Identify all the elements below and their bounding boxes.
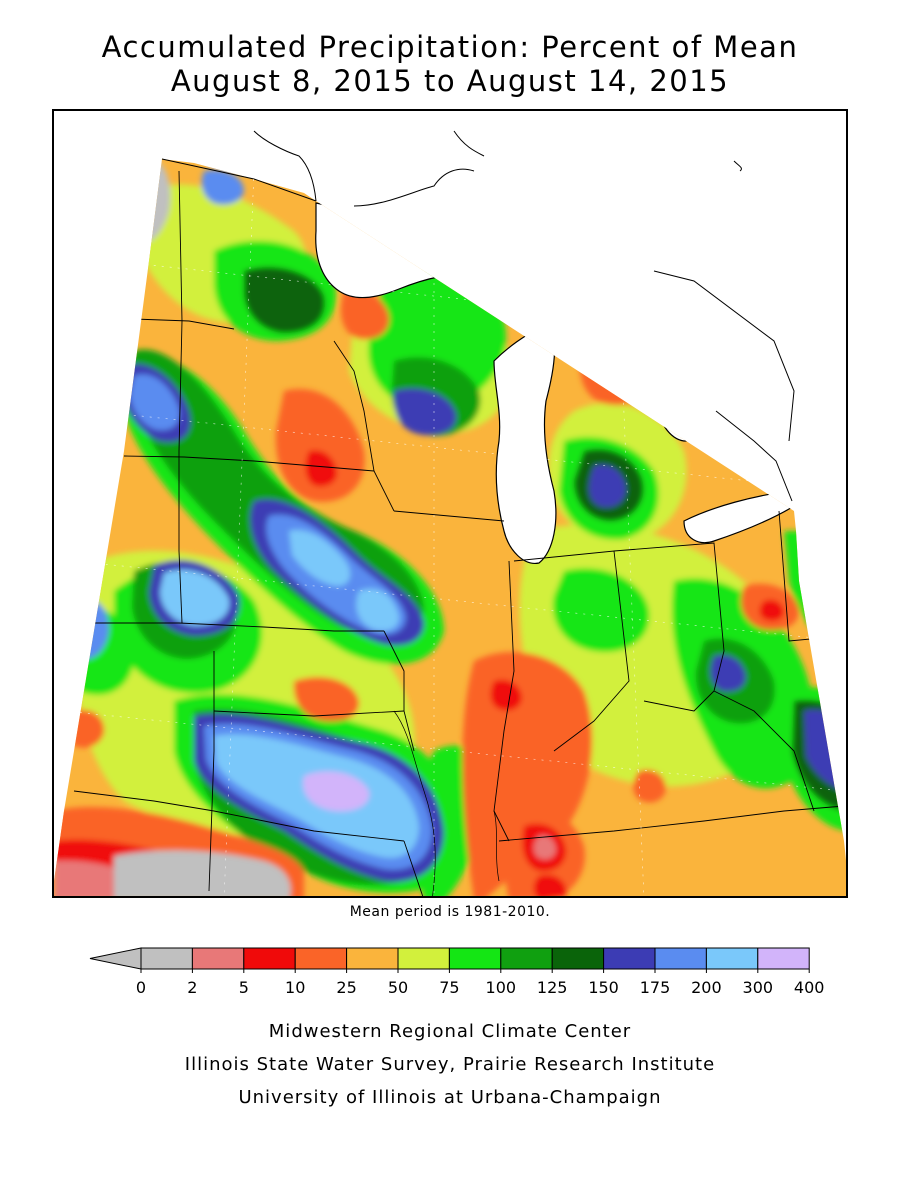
graticule-line	[63, 710, 845, 792]
boundary	[383, 630, 415, 752]
legend-tick-label: 5	[239, 978, 249, 997]
graticule-line	[73, 560, 845, 642]
boundary	[403, 840, 425, 896]
boundary	[333, 340, 395, 512]
legend-tick-label: 2	[187, 978, 197, 997]
lake-erie	[683, 490, 800, 544]
precip-zone	[72, 709, 105, 748]
precip-zone	[393, 388, 457, 436]
precip-zone	[244, 267, 325, 333]
legend-tick-label: 75	[439, 978, 459, 997]
coastline	[253, 130, 317, 202]
credit-uiuc: University of Illinois at Urbana-Champai…	[238, 1087, 662, 1108]
river	[493, 810, 500, 882]
coastline	[353, 168, 475, 207]
credit-mrcc: Midwestern Regional Climate Center	[268, 1021, 632, 1042]
legend-tick-label: 25	[336, 978, 356, 997]
precip-field	[54, 159, 846, 896]
boundary	[178, 550, 183, 624]
mean-period-note: Mean period is 1981-2010.	[349, 904, 551, 920]
boundary	[713, 690, 815, 812]
rivers	[393, 710, 500, 896]
precip-zone	[490, 679, 522, 711]
legend-swatch	[346, 947, 399, 970]
boundary	[498, 805, 845, 842]
boundary	[123, 455, 375, 472]
coastline	[453, 130, 485, 157]
legend-swatch	[191, 947, 245, 970]
boundary	[94, 622, 384, 632]
precip-zone	[633, 769, 666, 803]
precip-zone	[533, 874, 567, 896]
boundary	[178, 170, 183, 551]
precipitation-map	[52, 109, 848, 898]
precip-zone	[356, 588, 400, 631]
legend-tick-label: 300	[743, 978, 774, 997]
precip-zone	[293, 677, 360, 722]
river	[393, 710, 436, 896]
legend-tick-label: 50	[388, 978, 408, 997]
legend-tick-label: 400	[794, 978, 825, 997]
precip-zone	[201, 169, 244, 205]
graticule	[63, 170, 845, 896]
legend-swatch	[243, 947, 296, 970]
legend-below-arrow	[89, 947, 142, 970]
boundary	[493, 560, 515, 842]
legend-swatch	[448, 947, 502, 970]
precip-zone	[462, 652, 593, 896]
precip-zone	[303, 771, 370, 812]
precip-zone	[710, 654, 746, 692]
legend-swatch	[294, 947, 348, 970]
precip-zone	[340, 289, 390, 340]
legend-swatch	[551, 947, 605, 970]
legend-swatch	[397, 947, 450, 970]
legend-swatch	[705, 947, 759, 970]
precip-zone	[289, 530, 351, 586]
coastline	[653, 270, 795, 442]
precip-zone	[553, 568, 650, 652]
boundary	[393, 510, 505, 522]
precip-zone	[275, 389, 365, 502]
coastline	[715, 410, 793, 502]
precip-zone	[305, 450, 337, 487]
boundary	[73, 790, 405, 842]
precip-zone	[160, 569, 230, 626]
canada-outline	[161, 130, 795, 502]
boundary	[613, 542, 725, 712]
legend-swatch	[500, 947, 553, 970]
legend-tick-label: 125	[537, 978, 568, 997]
legend-swatch	[140, 947, 193, 970]
legend-swatch	[654, 947, 707, 970]
legend-swatch	[757, 947, 810, 970]
legend-tick-label: 175	[640, 978, 671, 997]
boundary	[208, 651, 215, 892]
precip-zone	[114, 850, 291, 896]
graticule-line	[613, 170, 645, 896]
boundary	[213, 710, 405, 717]
legend-tick-label: 10	[285, 978, 305, 997]
border	[161, 158, 317, 202]
map-date-range: August 8, 2015 to August 14, 2015	[170, 64, 730, 98]
boundary	[513, 550, 630, 752]
precip-zone	[588, 464, 626, 508]
coastline	[733, 160, 742, 172]
graticule-line	[93, 410, 845, 492]
precip-zone	[533, 835, 556, 860]
color-legend: 0 2 5 10 25 50 75 100 125 150 175 200 300 400	[89, 947, 825, 997]
graticule-line	[223, 170, 255, 896]
map-title: Accumulated Precipitation: Percent of Me…	[101, 30, 799, 64]
boundary	[133, 318, 235, 330]
legend-tick-label: 100	[486, 978, 517, 997]
legend-tick-label: 0	[136, 978, 146, 997]
legend-swatch	[603, 947, 656, 970]
precip-zone	[759, 599, 784, 621]
legend-tick-label: 200	[691, 978, 722, 997]
legend-tick-label: 150	[588, 978, 619, 997]
credit-isws: Illinois State Water Survey, Prairie Res…	[184, 1054, 716, 1075]
